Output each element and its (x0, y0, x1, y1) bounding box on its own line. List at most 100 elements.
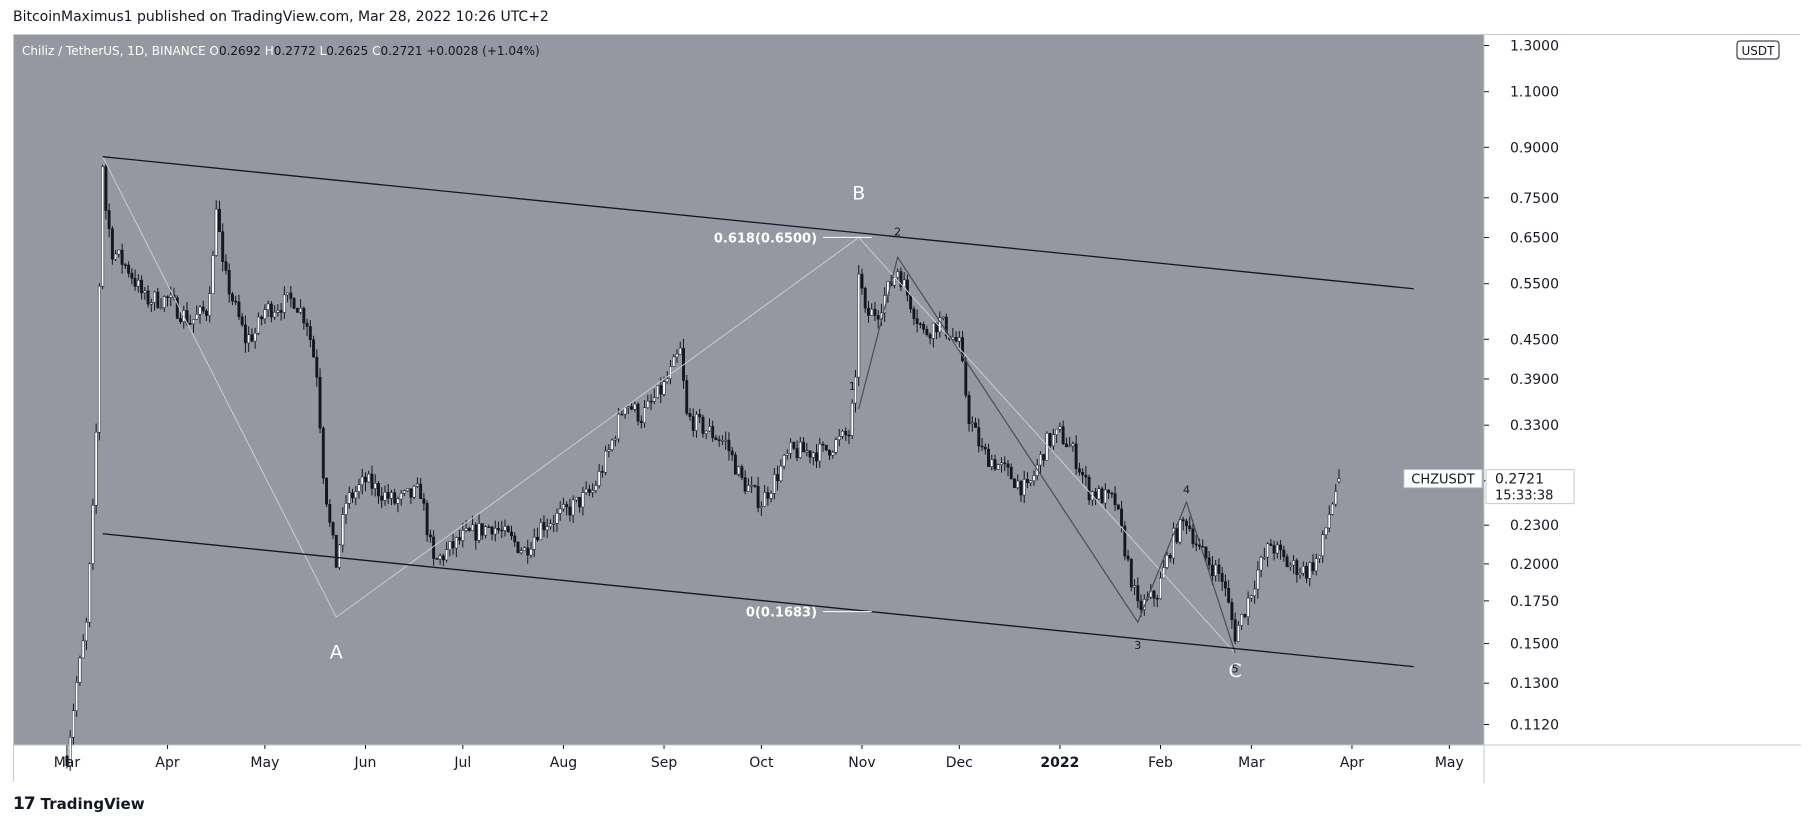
tradingview-logo-icon: 17 (13, 794, 36, 814)
price-chart[interactable]: 0.618(0.6500) 0(0.1683) A B C 1 2 3 4 5 Chiliz / T… (14, 35, 1801, 783)
y-tick-label: 0.6500 (1510, 230, 1559, 246)
candle-body (477, 523, 481, 541)
candle-body (354, 491, 358, 499)
candle-body (876, 315, 880, 320)
candle-body (143, 290, 147, 294)
candle-body (766, 492, 770, 499)
candle-body (487, 526, 491, 529)
candle-body (584, 488, 588, 493)
y-tick-label: 0.2300 (1510, 518, 1559, 534)
x-tick-label: Apr (155, 755, 179, 771)
candle-body (944, 316, 948, 337)
candle-body (166, 296, 169, 298)
candle-body (1227, 587, 1231, 603)
candle-body (545, 526, 549, 531)
y-tick-label: 1.3000 (1510, 38, 1559, 54)
candle-body (318, 376, 322, 429)
candle-body (928, 334, 932, 339)
candle-body (94, 431, 98, 506)
candle-body (1223, 581, 1227, 589)
candle-body (1123, 525, 1127, 557)
candle-body (724, 439, 728, 442)
candle-body (990, 459, 994, 467)
candle-body (1295, 560, 1299, 575)
candle-body (480, 523, 484, 536)
candle-body (1214, 564, 1218, 577)
candle-body (467, 528, 471, 531)
candle-body (188, 323, 192, 325)
candle-body (652, 397, 656, 402)
candle-body (1207, 557, 1211, 566)
candle-body (295, 308, 299, 313)
candle-body (1006, 463, 1010, 468)
candle-body (1084, 474, 1088, 478)
candle-body (393, 492, 397, 504)
candle-body (493, 528, 497, 535)
wave-label-3: 3 (1134, 639, 1141, 652)
candle-body (844, 430, 848, 436)
candles (65, 163, 1341, 771)
candle-body (367, 473, 371, 483)
candle-body (230, 293, 234, 302)
candle-body (237, 301, 241, 318)
candle-body (75, 682, 79, 711)
candle-body (1113, 493, 1117, 506)
candle-body (484, 526, 488, 536)
symbol-tag (1403, 469, 1483, 489)
candle-body (519, 550, 523, 554)
fib-level-label: 0.618(0.6500) (714, 231, 817, 246)
candle-body (1266, 543, 1270, 558)
candle-body (136, 279, 140, 287)
candle-body (902, 279, 906, 288)
currency-badge-label: USDT (1742, 44, 1776, 58)
candle-body (769, 493, 773, 499)
candle-body (1217, 564, 1221, 574)
candle-body (536, 536, 539, 541)
candle-body (1061, 426, 1065, 445)
candle-body (977, 427, 981, 447)
candle-body (127, 264, 131, 274)
candle-countdown-label: 15:33:38 (1495, 489, 1553, 504)
candle-body (828, 449, 831, 456)
tradingview-footer[interactable]: 17 TradingView (13, 794, 145, 814)
candle-body (341, 514, 345, 546)
candle-body (1262, 556, 1266, 559)
last-price-tag (1485, 469, 1575, 505)
candle-body (594, 485, 598, 491)
candle-body (140, 279, 144, 294)
candle-body (662, 381, 666, 395)
candle-body (269, 303, 273, 318)
candle-body (218, 208, 221, 232)
candle-body (1159, 577, 1162, 599)
candle-body (240, 316, 244, 326)
candle-body (1038, 454, 1042, 466)
candle-body (1331, 503, 1334, 515)
candle-body (325, 477, 328, 505)
ohlc-legend: Chiliz / TetherUS, 1D, BINANCE O0.2692 H… (22, 44, 540, 58)
candle-body (425, 503, 429, 536)
candle-body (850, 402, 854, 436)
candle-body (961, 337, 965, 362)
candle-body (497, 528, 500, 531)
candle-body (1188, 525, 1192, 529)
candle-body (620, 413, 624, 416)
candle-body (159, 307, 163, 309)
candle-body (1285, 556, 1289, 568)
candle-body (402, 490, 406, 494)
candle-body (234, 300, 238, 303)
abc-wave-line (102, 156, 1236, 654)
chart-area[interactable]: 0.618(0.6500) 0(0.1683) A B C 1 2 3 4 5 Chiliz / T… (13, 34, 1801, 783)
candle-body (630, 406, 634, 410)
candle-body (1256, 569, 1260, 590)
candle-body (308, 326, 312, 340)
symbol-tag-label: CHZUSDT (1411, 473, 1475, 488)
candle-body (1077, 468, 1081, 473)
plot-background (14, 35, 1484, 745)
candle-body (364, 476, 367, 483)
candle-body (941, 316, 945, 319)
candle-body (1298, 572, 1302, 575)
candle-body (708, 426, 711, 432)
candle-body (922, 323, 926, 330)
candle-body (1016, 480, 1020, 488)
candle-body (331, 522, 335, 536)
